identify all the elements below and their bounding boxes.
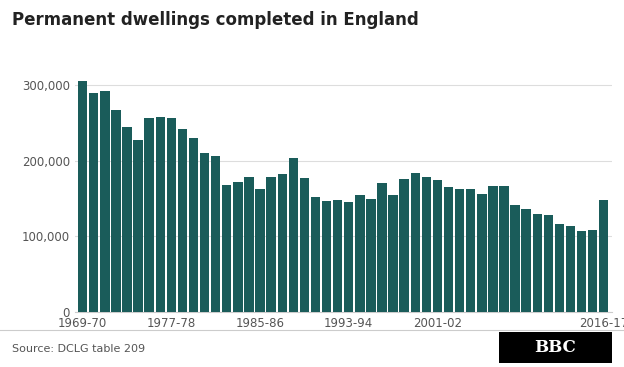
Bar — [432, 179, 442, 312]
Bar — [111, 110, 120, 312]
Bar — [388, 196, 398, 312]
Bar — [189, 138, 198, 312]
Bar — [266, 177, 276, 312]
Bar — [588, 230, 597, 312]
Bar — [167, 117, 176, 312]
Bar — [78, 80, 87, 312]
Bar — [244, 177, 254, 312]
Bar — [566, 226, 575, 312]
Bar — [322, 201, 331, 312]
Bar — [378, 184, 387, 312]
Bar — [122, 127, 132, 312]
Bar — [477, 194, 487, 312]
Bar — [399, 179, 409, 312]
Bar — [544, 215, 553, 312]
Bar — [510, 205, 520, 312]
Bar — [411, 173, 420, 312]
Bar — [488, 186, 497, 312]
Bar — [577, 231, 587, 312]
Bar — [134, 139, 143, 312]
Bar — [532, 214, 542, 312]
Bar — [211, 156, 220, 312]
Bar — [300, 178, 309, 312]
Bar — [178, 129, 187, 312]
Bar — [288, 158, 298, 312]
Bar — [522, 209, 531, 312]
Bar — [333, 200, 343, 312]
Bar — [255, 189, 265, 312]
Bar — [200, 153, 209, 312]
Bar — [155, 117, 165, 312]
Bar — [455, 189, 464, 312]
Bar — [355, 195, 364, 312]
Bar — [233, 182, 243, 312]
Bar — [278, 174, 287, 312]
Bar — [100, 91, 110, 312]
Bar — [344, 202, 353, 312]
Bar — [89, 93, 99, 312]
Bar — [144, 118, 154, 312]
Bar — [222, 185, 232, 312]
Bar — [422, 177, 431, 312]
Bar — [466, 189, 475, 312]
Bar — [555, 224, 564, 312]
Text: Permanent dwellings completed in England: Permanent dwellings completed in England — [12, 11, 419, 29]
Bar — [499, 186, 509, 312]
Bar — [599, 200, 608, 312]
Text: Source: DCLG table 209: Source: DCLG table 209 — [12, 344, 145, 354]
Bar — [366, 199, 376, 312]
Text: BBC: BBC — [535, 339, 576, 356]
Bar — [444, 187, 453, 312]
Bar — [311, 197, 320, 312]
